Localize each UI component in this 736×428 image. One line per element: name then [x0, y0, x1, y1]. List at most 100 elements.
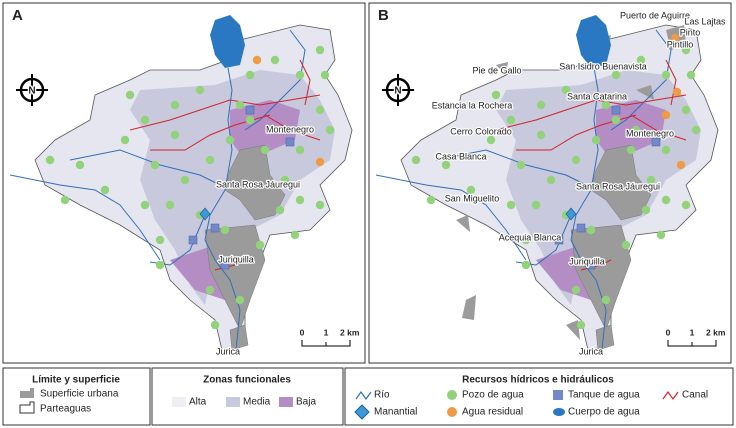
north-label: N: [28, 86, 35, 97]
scale-label: 0: [300, 327, 305, 337]
spring: [565, 207, 577, 221]
well: [255, 240, 265, 250]
well: [661, 145, 671, 155]
tank: [220, 260, 230, 270]
river: [204, 67, 241, 351]
panel-label: A: [12, 7, 23, 24]
legend-icon: [662, 390, 679, 401]
place-label: Pie de Gallo: [472, 65, 521, 75]
canal: [264, 114, 321, 141]
legend-item: Media: [243, 397, 271, 408]
well: [466, 185, 476, 195]
tank: [245, 105, 255, 115]
river: [610, 29, 672, 131]
well: [516, 160, 526, 170]
legend-title: Recursos hídricos e hidráulicos: [462, 375, 614, 386]
legend-item: Manantial: [374, 407, 417, 418]
well: [225, 135, 235, 145]
water-body: [576, 15, 611, 68]
urban-area: [566, 320, 580, 340]
place-label: San Isidro Buenavista: [559, 61, 647, 71]
river: [9, 174, 161, 261]
legend-icon: [355, 390, 372, 401]
canal: [665, 59, 677, 106]
legend-icon: [172, 397, 186, 407]
tank: [651, 137, 661, 147]
well: [631, 125, 641, 135]
well: [295, 70, 305, 80]
urban-area: [229, 324, 249, 351]
canal: [129, 94, 321, 131]
wastewater: [661, 110, 671, 120]
well: [561, 85, 571, 95]
well: [506, 200, 516, 210]
well: [315, 200, 325, 210]
tank: [188, 235, 198, 245]
well: [546, 175, 556, 185]
well: [120, 135, 130, 145]
place-label: Juriquilla: [569, 256, 605, 266]
place-label: Estancia la Rochera: [432, 100, 513, 110]
place-label: San Miguelito: [445, 193, 500, 203]
place-label: Acequia Blanca: [499, 232, 562, 242]
well: [270, 55, 280, 65]
well: [280, 175, 290, 185]
place-label: Santa Rosa Jáuregui: [576, 181, 660, 191]
well: [426, 195, 436, 205]
well: [325, 125, 335, 135]
well: [661, 70, 671, 80]
north-label: N: [394, 86, 401, 97]
well: [591, 135, 601, 145]
well: [681, 105, 691, 115]
legend-box: [151, 367, 344, 426]
wastewater: [315, 157, 325, 167]
well: [315, 105, 325, 115]
legend-box: [344, 367, 734, 426]
legend-item: Parteaguas: [40, 404, 91, 415]
well: [235, 295, 245, 305]
legend-item: Superficie urbana: [40, 389, 119, 400]
well: [586, 225, 596, 235]
well: [195, 85, 205, 95]
wastewater: [676, 160, 686, 170]
urban-area: [590, 144, 652, 221]
well: [265, 125, 275, 135]
well: [611, 115, 621, 125]
canal: [630, 114, 687, 141]
tank: [285, 137, 295, 147]
panel-label: B: [378, 7, 389, 24]
well: [661, 195, 671, 205]
river: [435, 149, 587, 186]
well: [140, 200, 150, 210]
well: [180, 175, 190, 185]
legend-icon: [553, 390, 563, 400]
scale-label: 0: [666, 327, 671, 337]
place-label: Casa Blanca: [435, 151, 486, 161]
well: [601, 100, 611, 110]
legend-icon: [354, 404, 370, 420]
legend-item: Cuerpo de agua: [568, 407, 640, 418]
legend-icon: [447, 390, 457, 400]
legend-item: Agua residual: [462, 407, 523, 418]
scale-label: 1: [690, 327, 695, 337]
well: [275, 205, 285, 215]
urban-area: [462, 295, 476, 320]
place-label: Montenegro: [626, 128, 674, 138]
well: [60, 195, 70, 205]
well: [125, 90, 135, 100]
place-label: Cerro Colorado: [450, 126, 512, 136]
river: [244, 29, 306, 131]
well: [621, 240, 631, 250]
well: [165, 200, 175, 210]
legend-item: Río: [374, 390, 390, 401]
water-body: [210, 15, 245, 68]
tank: [554, 235, 564, 245]
well: [170, 100, 180, 110]
well: [626, 145, 636, 155]
legend-icon: [226, 397, 240, 407]
well: [100, 185, 110, 195]
well: [320, 70, 330, 80]
well: [681, 200, 691, 210]
well: [641, 205, 651, 215]
